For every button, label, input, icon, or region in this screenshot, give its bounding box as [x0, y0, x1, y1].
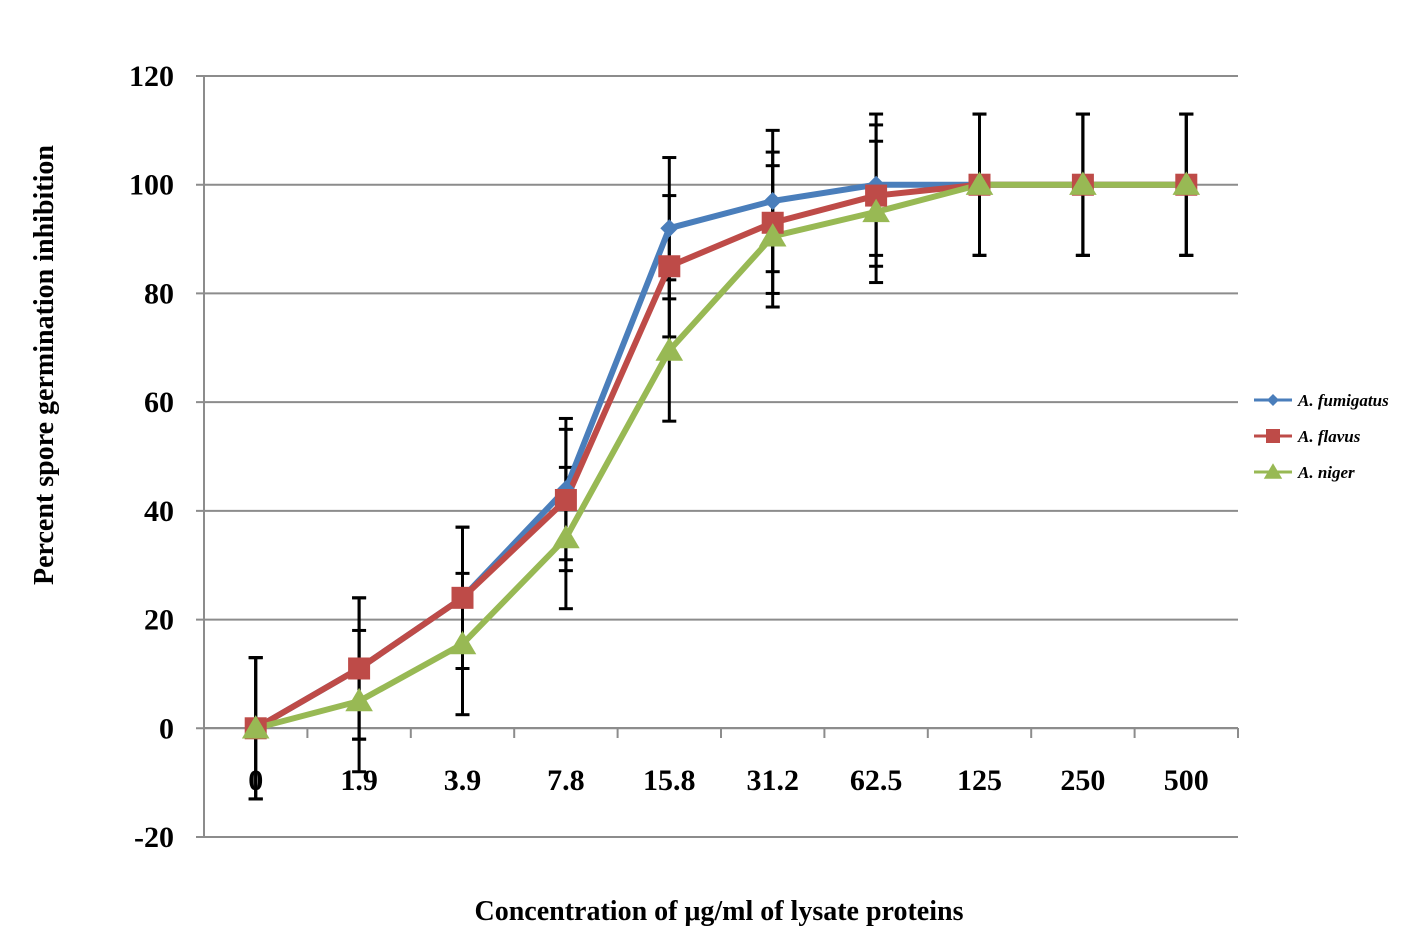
triangle-marker	[448, 630, 477, 655]
x-tick-label: 7.8	[547, 764, 585, 797]
diamond-marker	[763, 192, 782, 211]
x-tick-label: 1.9	[340, 764, 378, 797]
triangle-marker	[862, 198, 890, 223]
x-tick-label: 500	[1164, 764, 1209, 797]
series-lines	[254, 181, 1187, 732]
triangle-marker	[758, 223, 787, 247]
x-tick-label: 15.8	[643, 764, 696, 797]
series-line	[254, 181, 1187, 731]
x-tick-label: 125	[957, 764, 1002, 797]
triangle-marker	[965, 171, 994, 195]
x-tick-label: 250	[1060, 764, 1105, 797]
x-tick-label: 62.5	[850, 764, 903, 797]
x-tick-label: 0	[248, 764, 263, 797]
diamond-marker	[660, 219, 679, 238]
y-tick-label: 100	[129, 169, 174, 202]
triangle-marker	[655, 337, 684, 361]
square-marker	[1266, 429, 1280, 443]
y-tick-label: 80	[144, 277, 174, 310]
triangle-marker	[1263, 463, 1283, 479]
legend-item: A. fumigatus	[1254, 391, 1389, 410]
square-marker	[348, 657, 371, 680]
series-line	[254, 181, 1187, 732]
triangle-marker	[552, 524, 580, 549]
square-marker	[451, 586, 474, 609]
axes	[203, 76, 1239, 837]
y-tick-label: 0	[159, 712, 174, 745]
square-marker	[761, 211, 784, 234]
legend-item: A. flavus	[1254, 427, 1361, 446]
legend-label: A. fumigatus	[1297, 391, 1389, 410]
legend-label: A. niger	[1297, 463, 1355, 482]
x-axis-title: Concentration of μg/ml of lysate protein…	[475, 896, 964, 927]
triangle-marker	[1172, 171, 1201, 195]
x-tick-label: 3.9	[444, 764, 482, 797]
data-markers	[241, 171, 1201, 740]
square-marker	[658, 255, 681, 278]
legend-label: A. flavus	[1297, 427, 1361, 446]
triangle-marker	[241, 715, 270, 739]
y-tick-label: 60	[144, 386, 174, 419]
y-axis-title: Percent spore germination inhibition	[29, 145, 60, 585]
y-tick-label: -20	[134, 821, 174, 854]
triangle-marker	[345, 687, 373, 712]
legend-item: A. niger	[1254, 463, 1355, 482]
diamond-marker	[1267, 394, 1279, 406]
y-tick-label: 120	[129, 60, 174, 93]
x-tick-label: 31.2	[746, 764, 799, 797]
triangle-marker	[1069, 171, 1097, 195]
y-tick-label: 20	[144, 604, 174, 637]
legend: A. fumigatus A. flavus A. niger	[1254, 391, 1389, 482]
square-marker	[554, 488, 577, 511]
square-marker	[865, 184, 888, 207]
y-tick-label: 40	[144, 495, 174, 528]
tick-labels: -20 0 20 40 60 80 100 120 0 1.9 3.9 7.8 15.8 31.2 62.5…	[129, 60, 1209, 854]
